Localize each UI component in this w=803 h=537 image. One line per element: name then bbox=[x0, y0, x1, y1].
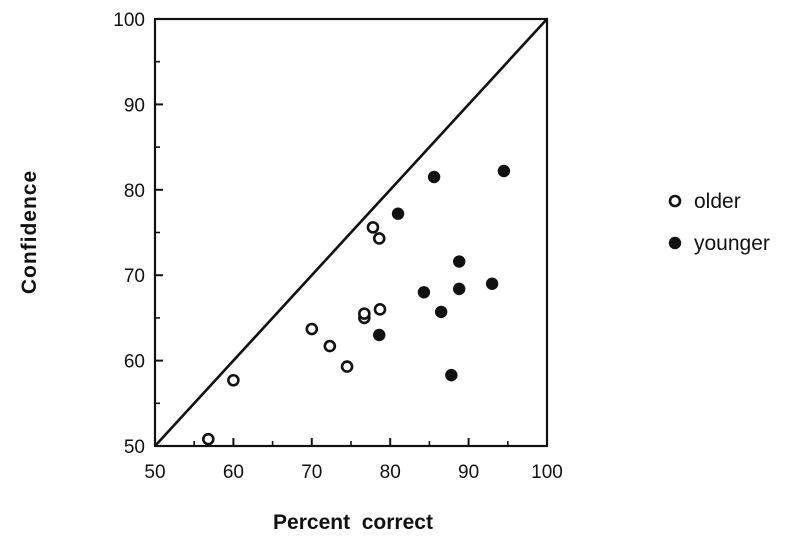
series-younger bbox=[373, 164, 511, 382]
point-younger bbox=[497, 164, 511, 178]
x-tick-label: 50 bbox=[144, 462, 165, 483]
point-younger bbox=[391, 207, 405, 220]
series-older bbox=[202, 221, 387, 446]
diagonal-line bbox=[154, 18, 548, 447]
y-tick-label: 80 bbox=[124, 181, 145, 202]
legend-label-younger: younger bbox=[694, 232, 770, 255]
identity-reference-line bbox=[154, 18, 548, 447]
x-tick-label: 100 bbox=[531, 462, 563, 483]
y-tick-label: 100 bbox=[113, 10, 145, 31]
point-older bbox=[305, 322, 319, 336]
point-younger bbox=[452, 255, 466, 268]
point-younger bbox=[445, 368, 458, 382]
x-tick-label: 90 bbox=[458, 462, 479, 483]
x-axis-title: Percent correct bbox=[273, 511, 433, 534]
point-older bbox=[366, 221, 380, 234]
y-tick-label: 60 bbox=[124, 352, 145, 373]
point-older bbox=[227, 373, 240, 387]
point-younger bbox=[373, 328, 386, 342]
point-older bbox=[340, 360, 354, 373]
legend-marker-older bbox=[668, 194, 682, 208]
x-tick-label: 70 bbox=[301, 462, 322, 483]
point-younger bbox=[427, 170, 441, 184]
x-tick-label: 60 bbox=[223, 462, 244, 483]
point-older bbox=[373, 303, 387, 316]
point-older bbox=[372, 232, 386, 245]
point-younger bbox=[452, 282, 466, 296]
y-tick-label: 50 bbox=[124, 437, 145, 458]
y-axis: 50 60 70 80 90 100 bbox=[113, 10, 163, 458]
point-older bbox=[358, 307, 371, 320]
point-older bbox=[323, 339, 337, 353]
legend-label-older: older bbox=[694, 190, 741, 213]
point-younger bbox=[417, 286, 431, 299]
point-younger bbox=[485, 277, 499, 290]
x-axis: 50 60 70 80 90 100 bbox=[144, 438, 563, 483]
legend: older younger bbox=[668, 190, 770, 255]
y-axis-title: Confidence bbox=[18, 170, 41, 294]
legend-marker-younger bbox=[668, 236, 682, 250]
data-points bbox=[202, 164, 511, 446]
y-tick-label: 70 bbox=[124, 266, 145, 287]
point-older bbox=[202, 432, 215, 446]
y-tick-label: 90 bbox=[124, 95, 145, 116]
x-tick-label: 80 bbox=[380, 462, 401, 483]
point-younger bbox=[434, 305, 448, 319]
